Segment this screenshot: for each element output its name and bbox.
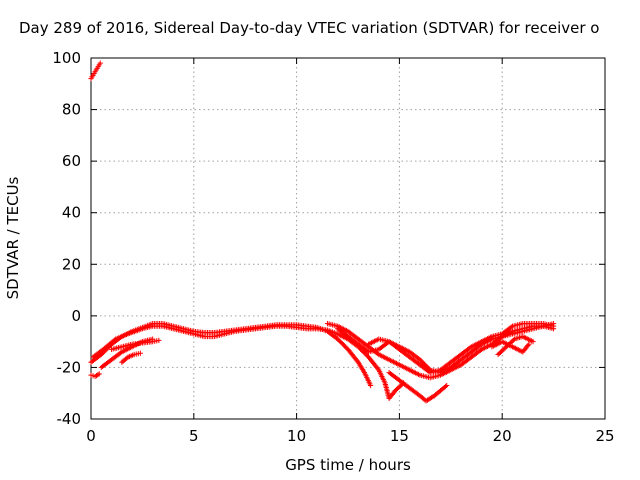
data-point: [340, 342, 347, 348]
data-point: [341, 343, 348, 349]
y-axis-ticks: -40 -20 0 20 40 60 80 100: [52, 49, 605, 428]
y-tick-label: -20: [57, 358, 82, 376]
data-point: [137, 350, 143, 356]
x-tick-label: 20: [493, 427, 512, 445]
data-point: [530, 339, 536, 345]
data-point: [339, 341, 345, 347]
x-tick-label: 25: [595, 427, 614, 445]
data-point: [96, 371, 102, 377]
x-tick-label: 15: [390, 427, 409, 445]
x-axis-ticks: 0 5 10 15 20 25: [86, 58, 615, 445]
y-tick-label: 80: [62, 101, 81, 119]
data-point: [526, 341, 532, 347]
x-tick-label: 10: [287, 427, 306, 445]
data-point: [338, 339, 344, 346]
data-point: [368, 382, 374, 389]
data-point: [420, 360, 426, 366]
data-point: [335, 336, 341, 342]
data-point: [337, 338, 343, 344]
x-tick-label: 0: [86, 427, 96, 445]
y-tick-label: 60: [62, 152, 81, 170]
data-point: [418, 358, 424, 364]
y-axis-label: SDTVAR / TECUs: [4, 176, 22, 299]
data-point: [444, 382, 450, 389]
y-tick-label: 0: [71, 307, 81, 325]
data-point: [343, 344, 349, 350]
data-points: [88, 60, 557, 404]
data-point: [419, 359, 425, 365]
y-tick-label: -40: [57, 410, 82, 428]
data-point: [336, 337, 342, 343]
y-tick-label: 100: [52, 49, 81, 67]
data-point: [362, 351, 368, 357]
x-tick-label: 5: [189, 427, 199, 445]
data-point: [510, 337, 516, 343]
grid-lines: [91, 58, 605, 419]
data-point: [417, 357, 423, 363]
y-tick-label: 40: [62, 204, 81, 222]
x-axis-label: GPS time / hours: [285, 456, 411, 474]
data-point: [156, 337, 162, 343]
y-tick-label: 20: [62, 255, 81, 273]
data-point: [363, 352, 369, 358]
chart-title: Day 289 of 2016, Sidereal Day-to-day VTE…: [19, 19, 599, 37]
data-point: [551, 323, 557, 329]
plot-frame: [90, 57, 606, 420]
data-point: [97, 60, 103, 66]
